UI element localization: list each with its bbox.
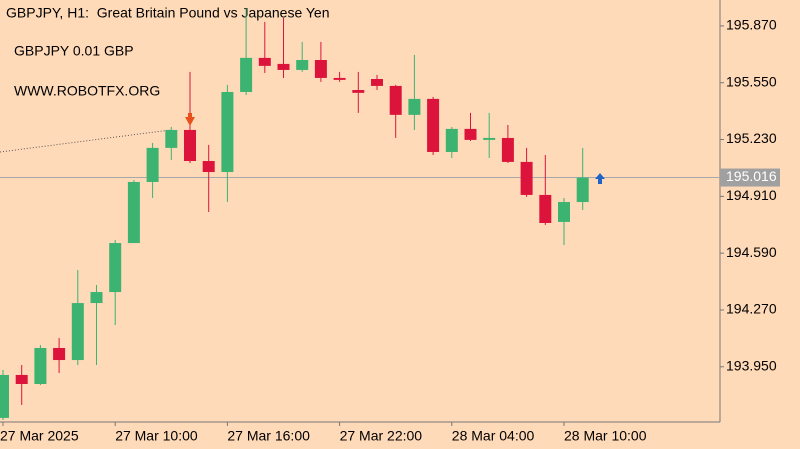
candle-body bbox=[34, 347, 47, 385]
candle-body bbox=[53, 347, 66, 361]
signal-arrow-down bbox=[185, 117, 195, 126]
y-tick-label: 193.950 bbox=[726, 357, 777, 373]
y-tick-label: 195.230 bbox=[726, 130, 777, 146]
candle-body bbox=[576, 177, 589, 203]
candle-body bbox=[71, 303, 84, 361]
candle-body bbox=[165, 129, 178, 148]
candle-body bbox=[127, 181, 140, 244]
y-tick-label: 194.910 bbox=[726, 187, 777, 203]
x-tick-label: 27 Mar 10:00 bbox=[115, 428, 198, 444]
candle-body bbox=[520, 161, 533, 195]
candle-body bbox=[501, 137, 514, 162]
x-tick-label: 27 Mar 2025 bbox=[0, 428, 79, 444]
candle-body bbox=[389, 85, 402, 115]
y-tick-label: 195.550 bbox=[726, 73, 777, 89]
chart-title: GBPJPY, H1: Great Britain Pound vs Japan… bbox=[6, 5, 330, 21]
candle-body bbox=[314, 60, 327, 78]
candle-body bbox=[408, 98, 421, 115]
x-tick-label: 27 Mar 22:00 bbox=[340, 428, 423, 444]
candle-body bbox=[464, 128, 477, 140]
candle-body bbox=[221, 91, 234, 173]
candle-body bbox=[15, 374, 28, 385]
candle-body bbox=[0, 374, 9, 418]
candle-body bbox=[146, 147, 159, 182]
candle-body bbox=[202, 161, 215, 173]
x-tick-label: 27 Mar 16:00 bbox=[227, 428, 310, 444]
candle-body bbox=[352, 90, 365, 93]
candle-body bbox=[333, 77, 346, 80]
signal-arrow-stem bbox=[598, 179, 602, 184]
candle-body bbox=[371, 79, 383, 86]
candle-body bbox=[483, 137, 496, 140]
candle-body bbox=[427, 98, 440, 152]
x-tick-label: 28 Mar 04:00 bbox=[452, 428, 535, 444]
y-tick-label: 195.870 bbox=[726, 17, 777, 33]
y-tick-label: 194.590 bbox=[726, 244, 777, 260]
current-price-label: 195.016 bbox=[726, 168, 777, 184]
candle-body bbox=[296, 60, 309, 70]
candle-body bbox=[90, 292, 103, 304]
candle-body bbox=[109, 243, 122, 293]
candle-body bbox=[184, 129, 196, 162]
chart-subtitle: GBPJPY 0.01 GBP bbox=[14, 43, 134, 59]
candle-body bbox=[539, 194, 552, 223]
candle-body bbox=[258, 57, 271, 66]
candle-body bbox=[445, 128, 458, 152]
candle-body bbox=[558, 202, 570, 222]
annotation: WWW.ROBOTFX.ORG bbox=[14, 83, 160, 99]
y-tick-label: 194.270 bbox=[726, 301, 777, 317]
candle-body bbox=[240, 57, 253, 92]
signal-arrow-stem bbox=[188, 113, 192, 118]
x-tick-label: 28 Mar 10:00 bbox=[564, 428, 647, 444]
current-price-box bbox=[720, 168, 780, 187]
candle-body bbox=[277, 63, 290, 70]
signal-arrow-up bbox=[595, 173, 605, 179]
